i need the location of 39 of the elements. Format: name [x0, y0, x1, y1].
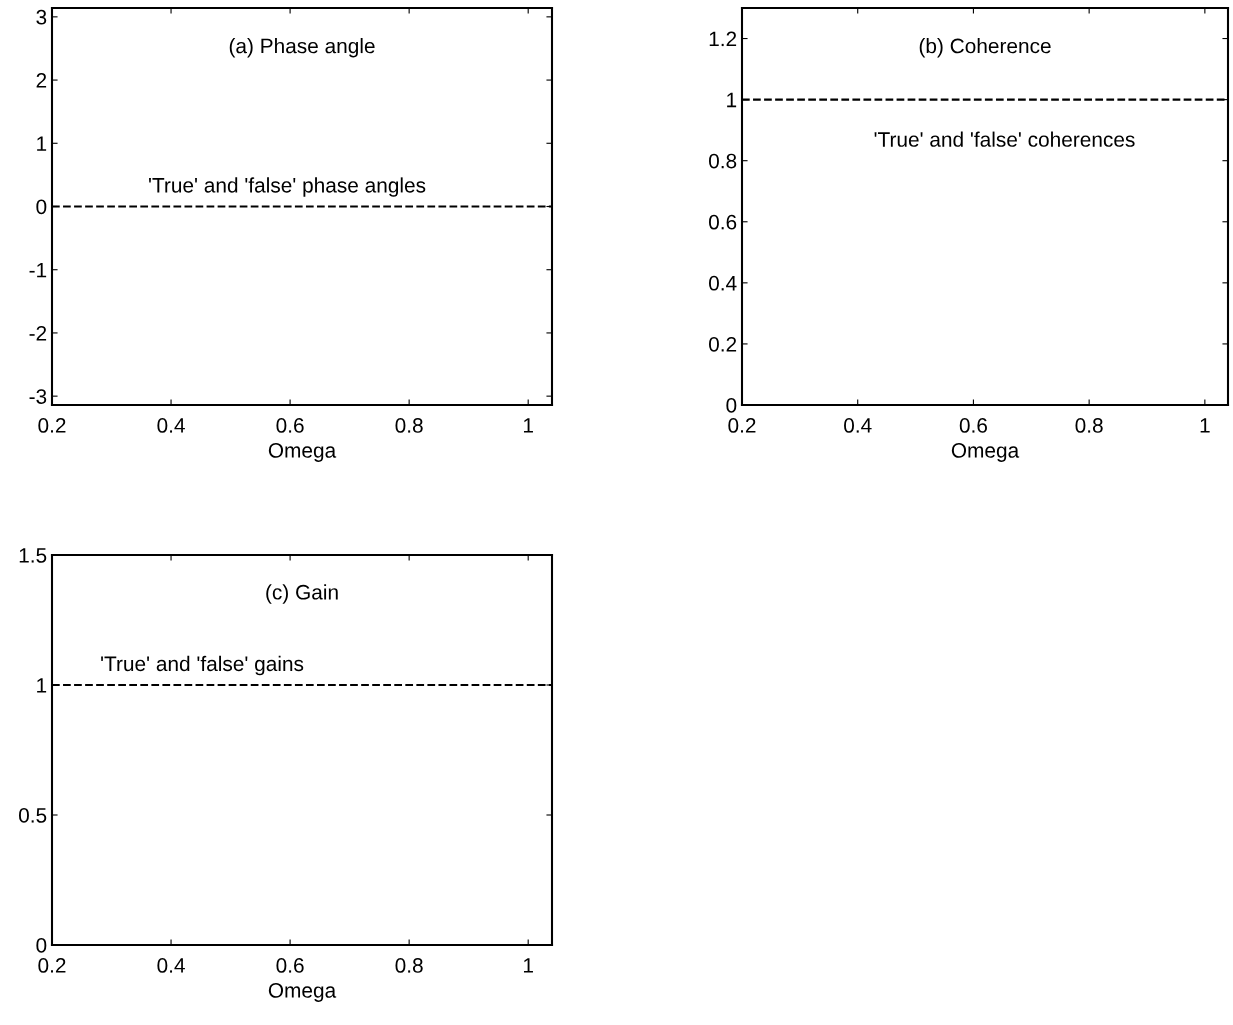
x-tick-label: 0.8 [395, 958, 423, 973]
y-tick-label: 1 [37, 678, 47, 693]
y-tick-label: 0.8 [708, 153, 737, 169]
ref-line-label: 'True' and 'false' coherences [874, 131, 1135, 147]
y-tick-label: 0.5 [18, 808, 47, 823]
y-tick-label: 0.2 [708, 336, 737, 352]
y-tick-label: -3 [29, 389, 47, 404]
y-tick-label: 2 [36, 73, 47, 88]
y-tick-label: 0.4 [708, 275, 737, 291]
x-axis-title: Omega [951, 443, 1020, 462]
text: (a) Phase angle [229, 37, 375, 58]
x-tick-label: 0.6 [276, 958, 304, 973]
x-axis-title: Omega [268, 443, 337, 462]
y-tick-label: -1 [29, 262, 47, 278]
x-tick-label: 0.4 [157, 418, 185, 433]
y-tick-label: 0 [726, 398, 737, 413]
ref-line-label: 'True' and 'false' gains [101, 655, 304, 676]
x-tick-label: 0.4 [157, 958, 185, 973]
y-tick-label: 1 [727, 92, 737, 108]
x-tick-label: 0.8 [395, 418, 423, 433]
x-tick-label: 0.6 [276, 418, 304, 433]
y-tick-label: -2 [29, 325, 47, 341]
x-tick-label: 0.8 [1075, 418, 1103, 433]
text: (b) Coherence [919, 37, 1051, 58]
x-tick-label: 1 [523, 418, 533, 433]
x-tick-label: 0.6 [959, 418, 987, 433]
y-tick-label: 1.2 [709, 31, 737, 47]
text: (c) Gain [266, 584, 338, 604]
x-axis-title: Omega [268, 983, 337, 1002]
y-tick-label: 0 [36, 938, 47, 953]
y-tick-label: 0 [36, 199, 47, 215]
y-tick-label: 1 [37, 136, 47, 151]
x-tick-label: 1 [1200, 418, 1210, 433]
y-tick-label: 1.5 [19, 548, 47, 563]
y-tick-label: 3 [36, 9, 47, 25]
y-tick-label: 0.6 [708, 214, 737, 230]
ref-line-label: 'True' and 'false' phase angles [149, 177, 426, 197]
x-tick-label: 1 [523, 958, 533, 973]
x-tick-label: 0.4 [844, 418, 872, 433]
